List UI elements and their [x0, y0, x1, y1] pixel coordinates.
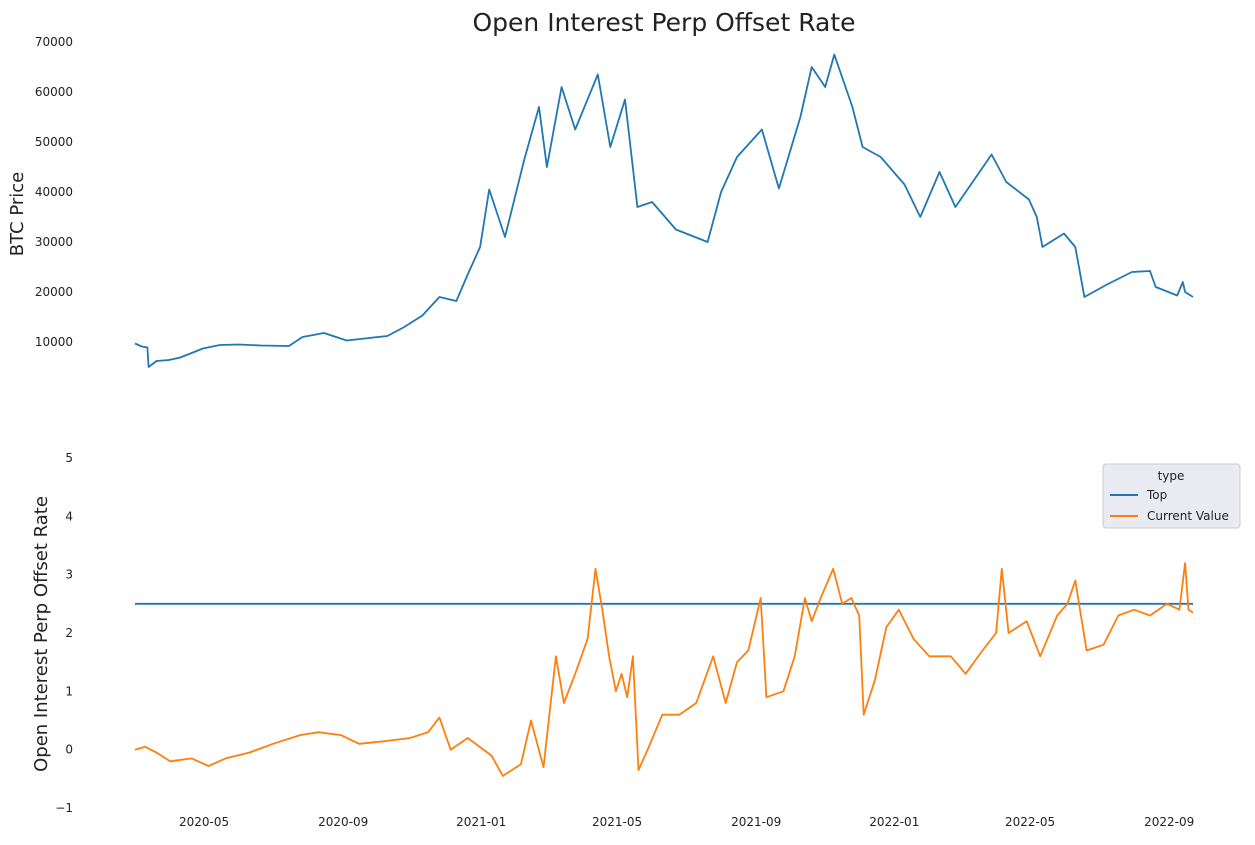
rate-ytick-label: 0 [65, 743, 73, 757]
price-y-ticks: 10000 20000 30000 40000 50000 60000 70000 [35, 35, 73, 349]
x-tick-label: 2022-09 [1144, 815, 1194, 829]
x-tick-label: 2020-09 [318, 815, 368, 829]
price-ytick-label: 10000 [35, 335, 73, 349]
rate-ytick-label: 5 [65, 451, 73, 465]
legend-box [1102, 463, 1241, 529]
x-tick-label: 2022-01 [869, 815, 919, 829]
rate-ytick-label: −1 [55, 801, 73, 815]
current-value-line [134, 562, 1194, 777]
price-ytick-label: 70000 [35, 35, 73, 49]
price-ytick-label: 60000 [35, 85, 73, 99]
x-tick-label: 2021-05 [592, 815, 642, 829]
rate-ytick-label: 4 [65, 509, 73, 523]
rate-ylabel: Open Interest Perp Offset Rate [31, 496, 52, 772]
rate-ytick-label: 1 [65, 684, 73, 698]
price-ylabel: BTC Price [7, 172, 28, 257]
rate-ytick-label: 2 [65, 626, 73, 640]
x-axis-ticks: 2020-05 2020-09 2021-01 2021-05 2021-09 2022-… [179, 815, 1194, 829]
btc-price-line [134, 53, 1194, 368]
x-tick-label: 2022-05 [1005, 815, 1055, 829]
legend-title: type [1158, 469, 1185, 483]
legend-label-top: Top [1146, 488, 1167, 502]
price-ytick-label: 20000 [35, 285, 73, 299]
legend: type Top Current Value [1102, 463, 1241, 529]
price-ytick-label: 40000 [35, 185, 73, 199]
price-ytick-label: 30000 [35, 235, 73, 249]
rate-ytick-label: 3 [65, 568, 73, 582]
x-tick-label: 2020-05 [179, 815, 229, 829]
x-tick-label: 2021-01 [456, 815, 506, 829]
rate-y-ticks: −1 0 1 2 3 4 5 [55, 451, 73, 815]
x-tick-label: 2021-09 [731, 815, 781, 829]
chart-title: Open Interest Perp Offset Rate [472, 8, 855, 37]
legend-label-current-value: Current Value [1147, 509, 1229, 523]
price-ytick-label: 50000 [35, 135, 73, 149]
